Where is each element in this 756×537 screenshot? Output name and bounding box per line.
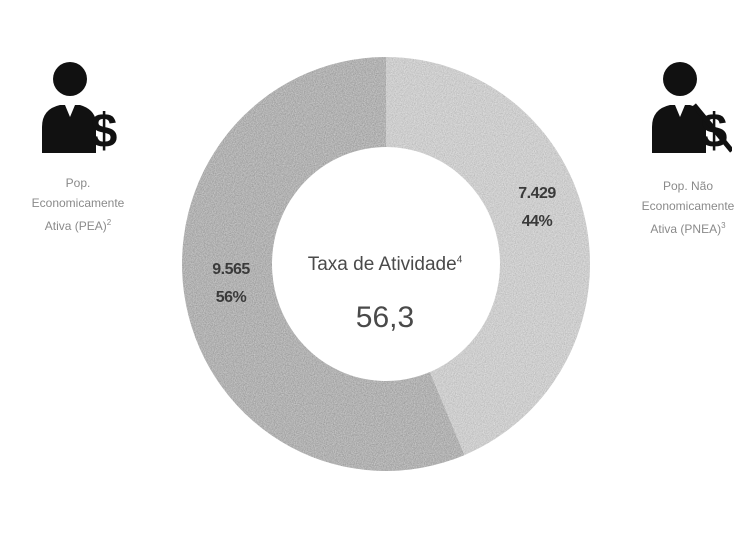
- slice-value-pea: 9.565: [212, 261, 250, 278]
- legend-pnea: Pop. Não Economicamente Ativa (PNEA)3: [622, 176, 754, 239]
- legend-pea-line-3: Ativa (PEA)2: [44, 218, 112, 233]
- businessman-dollar-icon: $: [42, 62, 118, 153]
- slice-value-pnea: 7.429: [518, 185, 556, 202]
- legend-pea-footnote: 2: [106, 218, 112, 227]
- legend-pnea-line-2: Economicamente: [641, 199, 735, 213]
- donut-slice-pnea: [386, 57, 590, 456]
- legend-pea-line-1: Pop.: [65, 176, 91, 190]
- center-title: Taxa de Atividade4: [307, 254, 463, 275]
- legend-pnea-footnote: 3: [721, 221, 726, 230]
- donut-slice-pea: [181, 57, 465, 471]
- center-value: 56,3: [355, 301, 415, 334]
- businessman-dollar-crossed-icon: $: [652, 62, 732, 153]
- slice-label-pnea: 7.429 44%: [502, 180, 572, 236]
- legend-pnea-line-1: Pop. Não: [662, 179, 714, 193]
- center-title-footnote: 4: [456, 254, 463, 266]
- legend-pea-line-2: Economicamente: [31, 196, 125, 210]
- slice-percent-pea: 56%: [215, 289, 247, 306]
- slice-percent-pnea: 44%: [521, 213, 553, 230]
- svg-text:$: $: [91, 105, 118, 153]
- slice-label-pea: 9.565 56%: [196, 256, 266, 312]
- legend-pea: Pop. Economicamente Ativa (PEA)2: [18, 173, 138, 236]
- legend-pnea-line-3: Ativa (PNEA)3: [650, 221, 726, 236]
